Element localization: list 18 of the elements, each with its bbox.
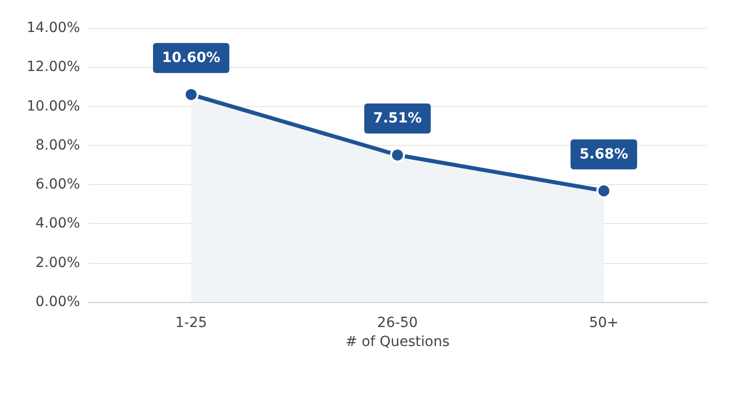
y-tick-label: 8.00% bbox=[36, 137, 80, 154]
y-tick-label: 4.00% bbox=[36, 216, 80, 232]
x-axis-title: # of Questions bbox=[345, 334, 450, 350]
x-tick-label: 1-25 bbox=[175, 315, 208, 331]
y-tick-label: 12.00% bbox=[26, 59, 80, 76]
y-tick-label: 6.00% bbox=[36, 176, 80, 193]
y-tick-label: 14.00% bbox=[26, 20, 80, 36]
point bbox=[184, 87, 199, 102]
data-label: 5.68% bbox=[580, 146, 628, 162]
y-tick-label: 0.00% bbox=[36, 294, 80, 310]
point bbox=[390, 148, 405, 163]
x-tick-label: 26-50 bbox=[377, 315, 418, 331]
data-label: 10.60% bbox=[162, 50, 220, 66]
x-tick-label: 50+ bbox=[589, 315, 619, 331]
y-tick-label: 10.00% bbox=[26, 98, 80, 114]
data-label: 7.51% bbox=[373, 110, 422, 127]
y-tick-label: 2.00% bbox=[36, 254, 80, 271]
point bbox=[596, 183, 612, 198]
